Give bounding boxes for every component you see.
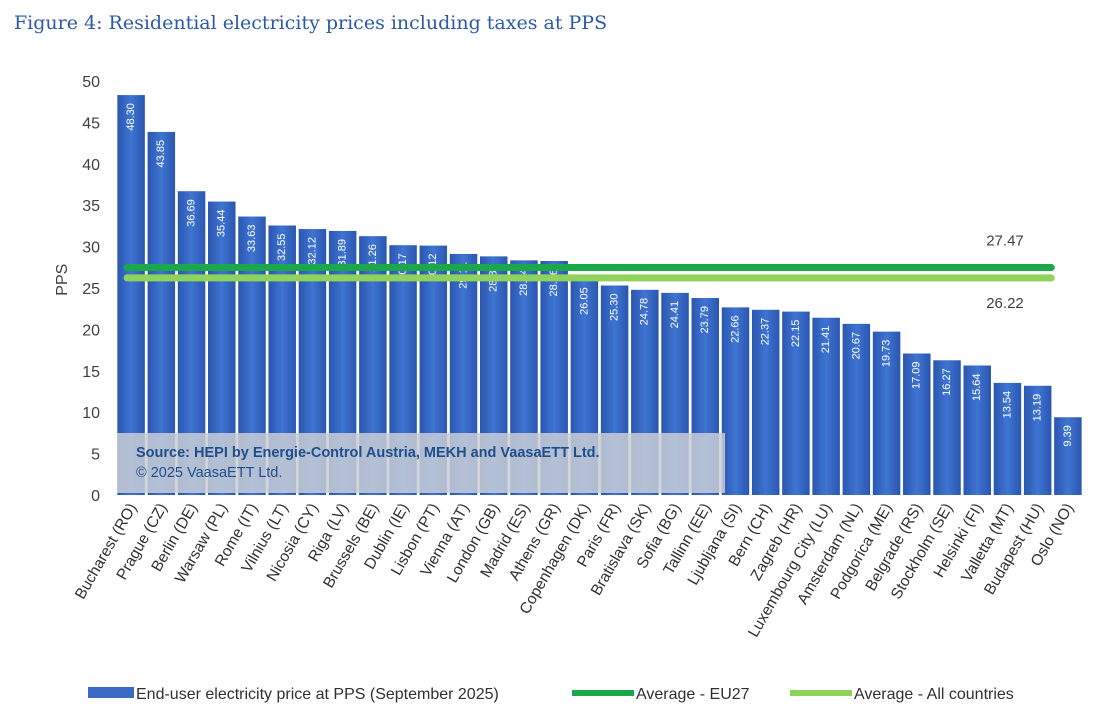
bar-value-label: 13.54 <box>1001 391 1013 419</box>
bar-value-label: 17.09 <box>911 361 923 389</box>
bar-value-label: 32.55 <box>276 233 288 261</box>
bar-value-label: 19.73 <box>880 340 892 368</box>
bar-value-label: 15.64 <box>971 374 983 402</box>
bar-value-label: 28.26 <box>548 269 560 297</box>
legend-label: Average - All countries <box>854 686 1014 703</box>
y-tick-label: 40 <box>82 157 100 174</box>
bar <box>933 360 961 495</box>
legend: End-user electricity price at PPS (Septe… <box>88 686 1014 703</box>
bar-value-label: 21.41 <box>820 326 832 354</box>
legend-swatch-bar <box>88 687 134 698</box>
bar-value-label: 43.85 <box>155 140 167 168</box>
bar-value-label: 20.67 <box>850 332 862 360</box>
bar <box>842 323 871 495</box>
bar <box>872 331 901 495</box>
bar-value-label: 23.79 <box>699 306 711 334</box>
y-tick-label: 25 <box>82 281 100 298</box>
y-tick-label: 15 <box>82 364 100 381</box>
bar-value-label: 33.63 <box>246 225 258 253</box>
bar-value-label: 48.30 <box>125 103 137 131</box>
y-axis-label: PPS <box>54 264 71 296</box>
bar-value-label: 22.15 <box>790 320 802 348</box>
all-countries-average-label: 26.22 <box>986 295 1024 312</box>
bar <box>812 317 840 495</box>
y-tick-label: 50 <box>82 74 100 91</box>
bar <box>1023 385 1052 495</box>
bar-value-label: 22.37 <box>760 318 772 346</box>
y-tick-label: 20 <box>82 322 100 339</box>
bar-value-label: 25.30 <box>609 294 621 322</box>
bar <box>1054 417 1082 495</box>
bar-value-label: 26.05 <box>578 287 590 315</box>
bar-value-label: 13.19 <box>1032 394 1044 422</box>
bar-value-label: 35.44 <box>216 210 228 238</box>
y-tick-label: 35 <box>82 198 100 215</box>
bar-value-label: 31.89 <box>337 239 349 267</box>
y-axis: 0 5 10 15 20 25 30 35 40 45 50 PPS <box>54 74 100 505</box>
source-box <box>117 433 725 493</box>
bar-value-label: 36.69 <box>185 199 197 227</box>
bar-value-label: 22.66 <box>729 315 741 343</box>
x-axis: Bucharest (RO)Prague (CZ)Berlin (DE)Wars… <box>72 501 1077 641</box>
bar <box>903 353 931 495</box>
legend-label: End-user electricity price at PPS (Septe… <box>136 686 499 703</box>
legend-label: Average - EU27 <box>636 686 750 703</box>
y-tick-label: 10 <box>82 405 100 422</box>
y-tick-label: 5 <box>91 447 100 464</box>
bar <box>751 309 780 495</box>
bar <box>117 95 145 496</box>
bar-value-label: 16.27 <box>941 368 953 396</box>
source-text: Source: HEPI by Energie-Control Austria,… <box>136 445 600 461</box>
bar-value-label: 24.78 <box>639 298 651 326</box>
y-tick-label: 30 <box>82 240 100 257</box>
copyright-text: © 2025 VaasaETT Ltd. <box>136 465 282 481</box>
chart-title: Figure 4: Residential electricity prices… <box>14 12 608 34</box>
bar <box>721 307 750 495</box>
bar-value-label: 24.41 <box>669 301 681 329</box>
y-tick-label: 45 <box>82 115 100 132</box>
y-tick-label: 0 <box>91 488 100 505</box>
source-annotation: Source: HEPI by Energie-Control Austria,… <box>117 433 725 493</box>
bar-value-label: 9.39 <box>1062 425 1074 446</box>
bar <box>993 382 1022 495</box>
bar-value-label: 32.12 <box>306 237 318 265</box>
reference-lines: 27.47 26.22 <box>123 233 1055 312</box>
bar-value-label: 28.34 <box>518 268 530 296</box>
eu27-average-label: 27.47 <box>986 233 1024 250</box>
bar <box>782 311 810 495</box>
bar <box>963 365 991 495</box>
